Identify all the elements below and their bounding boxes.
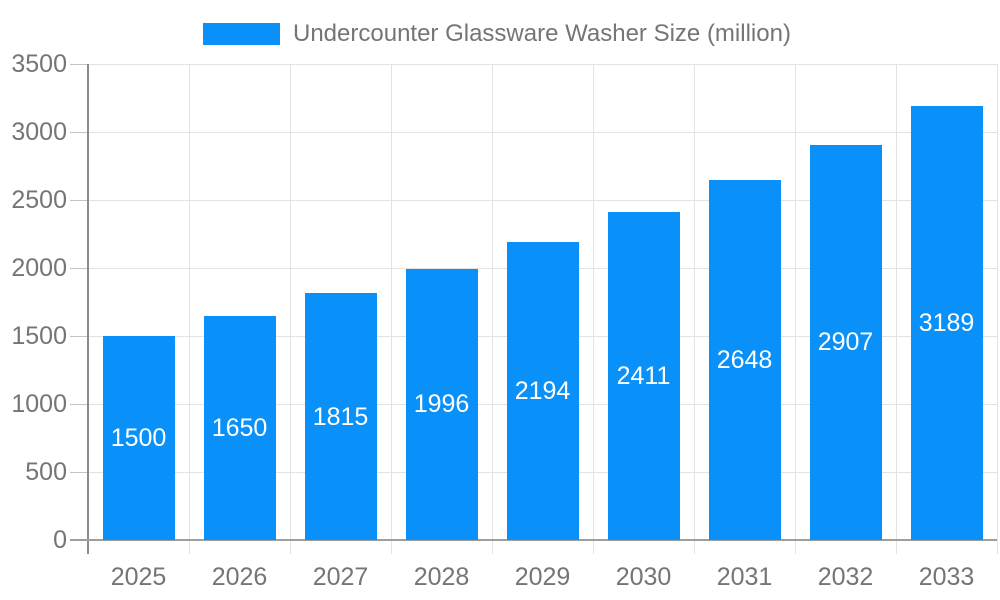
bar-value-label: 3189 (918, 309, 975, 338)
x-axis-label: 2028 (413, 563, 470, 591)
bar[interactable] (910, 106, 983, 540)
bar[interactable] (405, 268, 478, 540)
x-gridline (996, 64, 998, 554)
y-axis-label: 3500 (11, 50, 67, 78)
y-axis-label: 1500 (11, 322, 67, 350)
y-gridline (88, 63, 997, 65)
bar-value-label: 1815 (312, 402, 369, 431)
bar-value-label: 2411 (616, 362, 671, 391)
x-axis-label: 2030 (615, 563, 672, 591)
y-gridline (88, 199, 997, 201)
y-axis-label: 500 (25, 458, 67, 486)
y-tick (70, 267, 88, 269)
y-axis-label: 2500 (11, 186, 67, 214)
x-gridline (895, 64, 897, 554)
x-axis-label: 2031 (716, 563, 773, 591)
x-gridline (693, 64, 695, 554)
y-axis-line (87, 64, 89, 554)
bar-value-label: 2194 (514, 376, 571, 405)
legend-label: Undercounter Glassware Washer Size (mill… (293, 20, 791, 47)
x-gridline (188, 64, 190, 554)
bar[interactable] (304, 293, 377, 540)
bar[interactable] (203, 315, 276, 540)
legend-swatch (203, 23, 280, 45)
bar[interactable] (506, 241, 579, 540)
legend: Undercounter Glassware Washer Size (mill… (203, 20, 791, 48)
bar-value-label: 1996 (413, 390, 470, 419)
x-gridline (794, 64, 796, 554)
x-axis-label: 2033 (918, 563, 975, 591)
y-tick (70, 403, 88, 405)
x-gridline (592, 64, 594, 554)
y-axis-label: 2000 (11, 254, 67, 282)
bar[interactable] (102, 336, 175, 540)
x-gridline (491, 64, 493, 554)
y-gridline (88, 131, 997, 133)
bar-value-label: 2907 (817, 328, 874, 357)
y-axis-label: 0 (53, 526, 67, 554)
x-axis-label: 2032 (817, 563, 874, 591)
x-axis-line (70, 539, 997, 541)
bar-value-label: 1650 (211, 413, 268, 442)
y-axis-label: 1000 (11, 390, 67, 418)
y-axis-label: 3000 (11, 118, 67, 146)
bar-value-label: 2648 (716, 345, 773, 374)
x-axis-label: 2026 (211, 563, 268, 591)
x-gridline (390, 64, 392, 554)
bar[interactable] (607, 212, 680, 540)
y-tick (70, 335, 88, 337)
x-axis-label: 2027 (312, 563, 369, 591)
x-axis-label: 2025 (110, 563, 167, 591)
bar[interactable] (809, 144, 882, 540)
bar[interactable] (708, 179, 781, 540)
y-tick (70, 131, 88, 133)
y-tick (70, 471, 88, 473)
y-tick (70, 199, 88, 201)
bar-value-label: 1500 (110, 424, 167, 452)
y-tick (70, 63, 88, 65)
x-gridline (289, 64, 291, 554)
x-axis-label: 2029 (514, 563, 571, 591)
